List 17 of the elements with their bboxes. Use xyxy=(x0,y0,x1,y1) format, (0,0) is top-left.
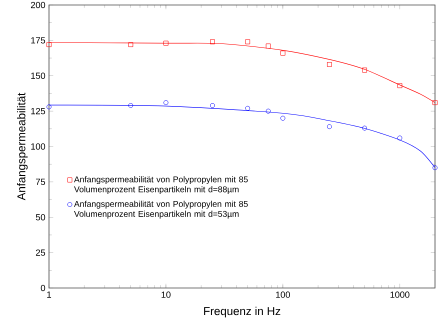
y-tick-label: 100 xyxy=(31,143,46,150)
y-tick-label: 150 xyxy=(31,72,46,79)
y-tick-label: 200 xyxy=(30,2,46,8)
x-tick-label: 100 xyxy=(276,292,290,298)
x-axis-title: Frequenz in Hz xyxy=(204,306,280,318)
legend-label: Anfangspermeabilität von Polypropylen mit 85 Volumenprozent Eisenpartikeln mit d=88µm xyxy=(74,176,248,194)
x-tick-label: 10 xyxy=(162,292,171,298)
y-tick-label: 75 xyxy=(36,178,46,186)
x-tick-label: 1000 xyxy=(390,292,410,298)
y-tick-label: 25 xyxy=(36,249,46,256)
x-tick-label: 1 xyxy=(47,292,52,298)
y-tick-label: 125 xyxy=(31,108,46,114)
y-axis-title: Anfangspermeabilität xyxy=(16,92,28,200)
y-tick-label: 0 xyxy=(40,284,46,292)
y-tick-label: 50 xyxy=(36,214,46,220)
legend-label: Anfangspermeabilität von Polypropylen mit 85 Volumenprozent Eisenpartikeln mit d=53µm xyxy=(74,200,248,219)
y-tick-label: 175 xyxy=(31,37,46,44)
